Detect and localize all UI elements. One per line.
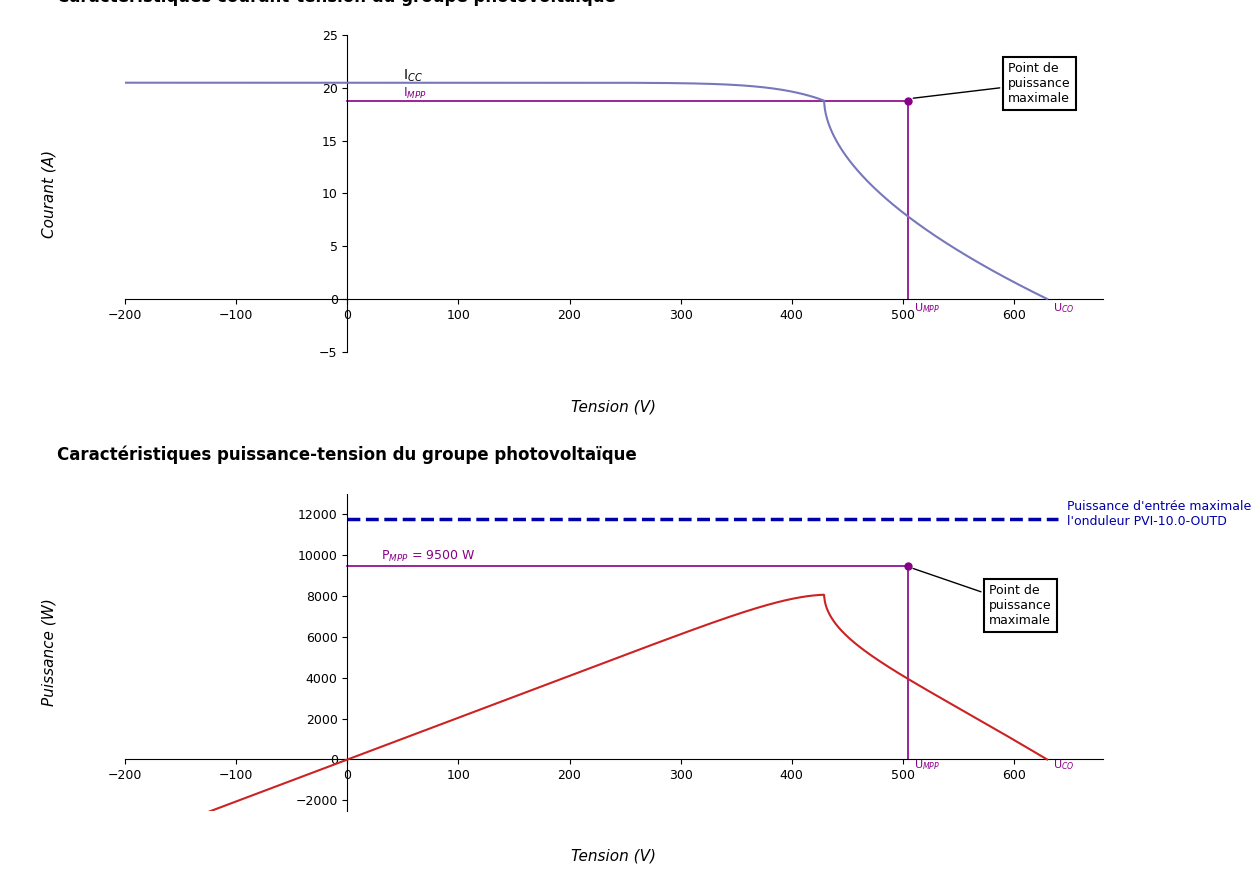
Y-axis label: Courant (A): Courant (A) (41, 150, 56, 238)
X-axis label: Tension (V): Tension (V) (571, 399, 657, 414)
Text: I$_{CC}$: I$_{CC}$ (403, 68, 422, 84)
Text: Point de
puissance
maximale: Point de puissance maximale (913, 568, 1053, 627)
Text: Caractéristiques puissance-tension du groupe photovoltaïque: Caractéristiques puissance-tension du gr… (56, 446, 637, 464)
Y-axis label: Puissance (W): Puissance (W) (41, 598, 56, 707)
Text: U$_{MPP}$: U$_{MPP}$ (913, 759, 940, 773)
Text: Point de
puissance
maximale: Point de puissance maximale (913, 62, 1071, 105)
Text: P$_{MPP}$ = 9500 W: P$_{MPP}$ = 9500 W (381, 548, 475, 564)
Text: U$_{CO}$: U$_{CO}$ (1053, 301, 1074, 315)
Text: I$_{MPP}$: I$_{MPP}$ (403, 85, 427, 100)
X-axis label: Tension (V): Tension (V) (571, 848, 657, 863)
Text: U$_{CO}$: U$_{CO}$ (1053, 759, 1074, 773)
Text: Puissance d'entrée maximale de
l'onduleur PVI-10.0-OUTD: Puissance d'entrée maximale de l'onduleu… (1068, 500, 1253, 529)
Text: Caractéristiques courant-tension du groupe photovoltaïque: Caractéristiques courant-tension du grou… (56, 0, 615, 5)
Text: U$_{MPP}$: U$_{MPP}$ (913, 301, 940, 315)
